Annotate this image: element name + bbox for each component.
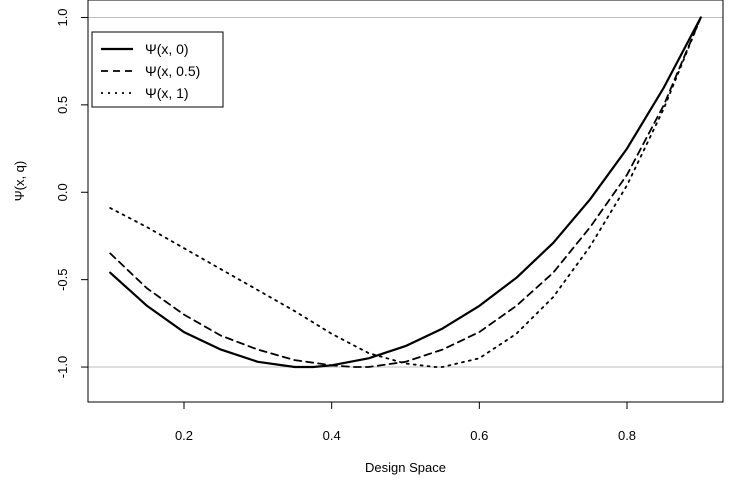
legend-box <box>91 31 224 108</box>
legend-label-1: Ψ(x, 0.5) <box>145 63 200 79</box>
legend-label-2: Ψ(x, 1) <box>145 85 189 101</box>
reference-lines <box>88 16 723 368</box>
y-tick-label: 0.5 <box>55 96 70 114</box>
y-tick-label: 1.0 <box>55 8 70 26</box>
legend-label-0: Ψ(x, 0) <box>145 41 189 57</box>
x-axis: 0.2 0.4 0.6 0.8 <box>175 402 636 443</box>
y-tick-label: -1.0 <box>55 356 70 378</box>
y-axis: -1.0 -0.5 0.0 0.5 1.0 <box>55 8 88 378</box>
y-tick-label: 0.0 <box>55 183 70 201</box>
series-line-1 <box>109 16 702 368</box>
series-line-0 <box>109 16 702 369</box>
series-line-2 <box>109 16 702 368</box>
x-tick-label: 0.6 <box>470 428 488 443</box>
x-tick-label: 0.4 <box>323 428 341 443</box>
x-tick-label: 0.8 <box>618 428 636 443</box>
legend: Ψ(x, 0) Ψ(x, 0.5) Ψ(x, 1) <box>91 31 224 108</box>
plot-frame <box>87 0 724 403</box>
y-tick-label: -0.5 <box>55 268 70 290</box>
x-tick-label: 0.2 <box>175 428 193 443</box>
y-axis-title: Ψ(x, q) <box>12 161 27 201</box>
series-lines <box>109 16 702 369</box>
x-axis-title: Design Space <box>365 460 446 475</box>
